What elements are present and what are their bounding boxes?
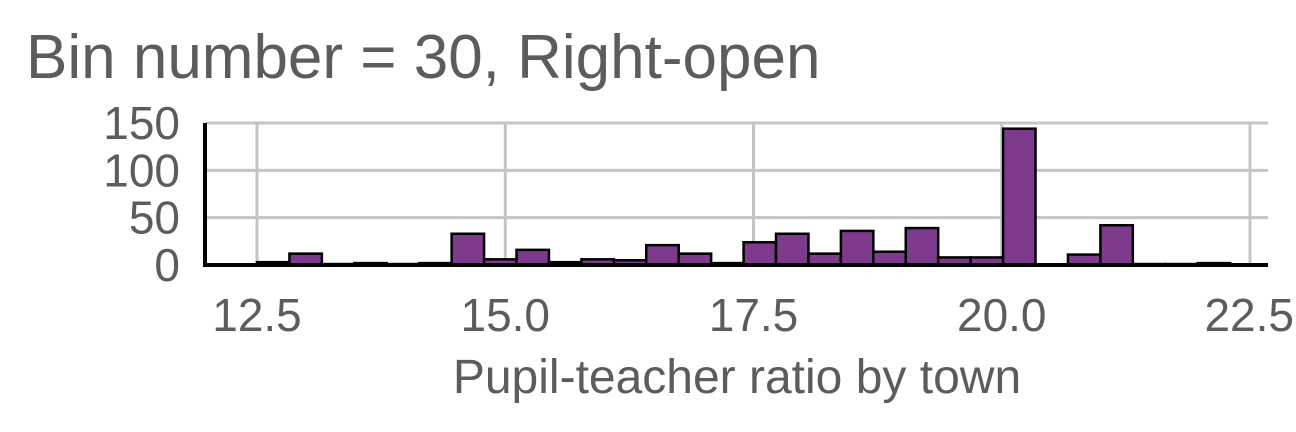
histogram-bar <box>450 232 486 267</box>
y-tick-label: 150 <box>103 97 180 149</box>
histogram-bar <box>645 243 680 267</box>
histogram-bar <box>1099 223 1135 267</box>
grid-lines <box>205 121 1268 265</box>
histogram-bar <box>515 248 551 267</box>
histogram-bar <box>1001 127 1037 267</box>
histogram-bar <box>774 232 810 267</box>
y-tick-label: 100 <box>103 144 180 196</box>
y-tick-label: 0 <box>154 239 180 291</box>
x-tick-label: 12.5 <box>212 289 302 341</box>
x-tick-label: 20.0 <box>957 289 1047 341</box>
histogram-bar <box>839 229 875 267</box>
histogram-bar <box>742 241 778 267</box>
x-tick-label: 17.5 <box>709 289 799 341</box>
x-axis-title: Pupil-teacher ratio by town <box>453 351 1021 404</box>
chart-title: Bin number = 30, Right-open <box>26 23 820 92</box>
x-tick-label: 22.5 <box>1204 289 1294 341</box>
histogram-bars <box>255 127 1232 267</box>
x-tick-label: 15.0 <box>460 289 550 341</box>
y-tick-label: 50 <box>129 192 180 244</box>
axes <box>203 123 1268 267</box>
histogram-bar <box>904 226 940 267</box>
